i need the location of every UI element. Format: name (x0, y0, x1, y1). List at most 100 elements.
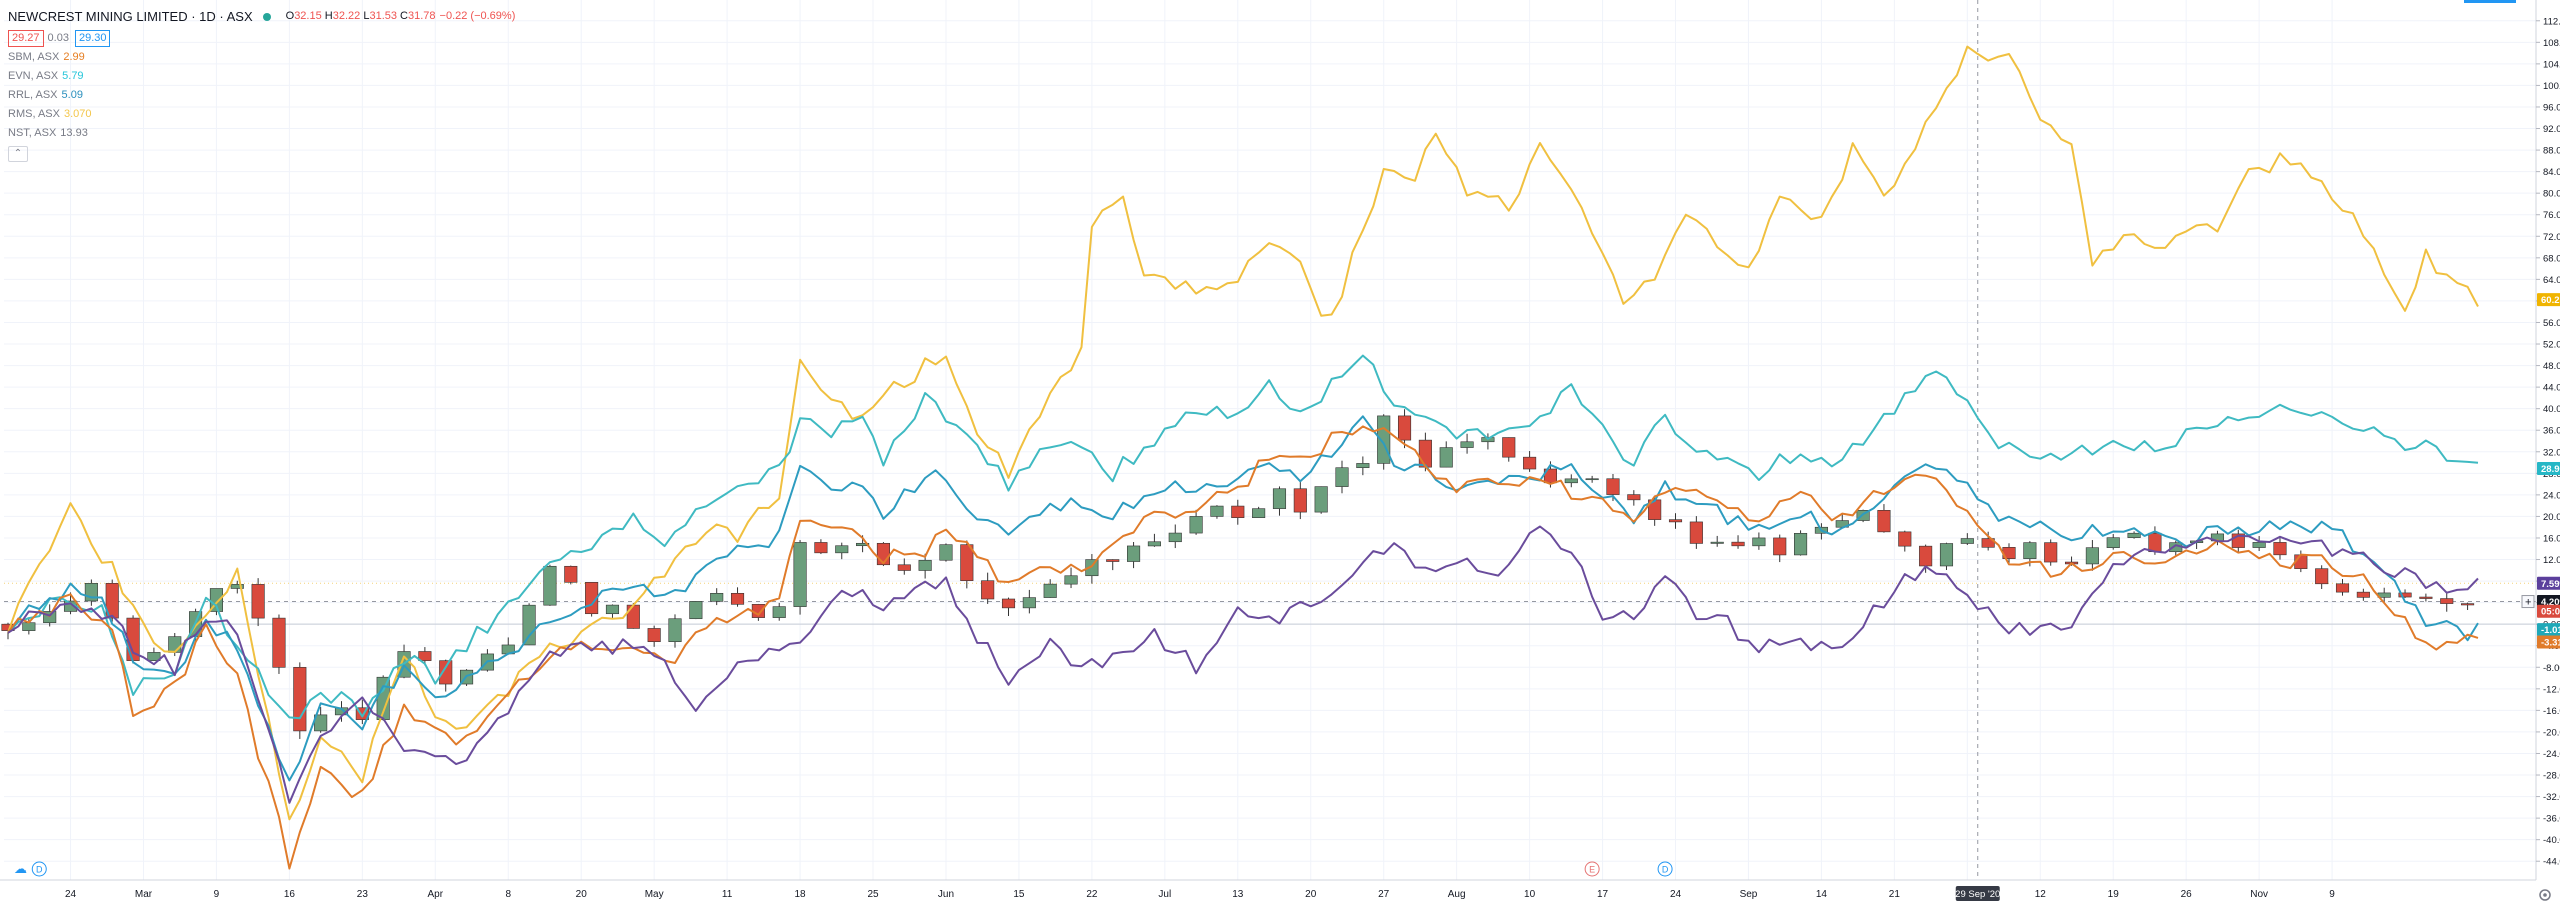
candle (1710, 541, 1724, 544)
y-tick-label: -28.00% (2543, 771, 2560, 782)
candle (2440, 598, 2454, 604)
candle (1189, 516, 1203, 534)
ohlc-c: C31.78 (400, 10, 436, 22)
buy-button[interactable]: 29.30 (74, 30, 111, 47)
y-tick-label: 56.00% (2543, 318, 2560, 329)
y-tick-label: 108.00% (2543, 38, 2560, 49)
candle (1502, 437, 1516, 458)
candle (522, 604, 536, 646)
y-tick-label: -36.00% (2543, 814, 2560, 825)
x-tick-label: 11 (722, 889, 733, 900)
event-marker[interactable] (1584, 861, 1600, 877)
settings-gear-icon[interactable] (2539, 889, 2551, 901)
y-tick-label: 32.00% (2543, 447, 2560, 458)
compare-item[interactable]: NST, ASX 13.93 (8, 124, 515, 143)
price-label-text: 4.20% (2541, 597, 2560, 608)
ohlc-h: H32.22 (324, 10, 361, 22)
series-line-evn[interactable] (7, 354, 2479, 720)
x-tick-label: 9 (2329, 889, 2335, 900)
x-tick-label: 19 (2108, 889, 2120, 900)
candle (1794, 532, 1808, 556)
candle (689, 601, 703, 620)
compare-item[interactable]: EVN, ASX 5.79 (8, 67, 515, 86)
sell-button[interactable]: 29.27 (8, 30, 44, 47)
y-tick-label: 52.00% (2543, 340, 2560, 351)
price-label-badge (2537, 635, 2560, 649)
candle (918, 559, 932, 571)
y-tick-label: 24.00% (2543, 490, 2560, 501)
candle (1627, 494, 1641, 501)
candle (1773, 537, 1787, 556)
candle (1898, 531, 1912, 547)
y-tick-label: -20.00% (2543, 727, 2560, 738)
series-line-nst[interactable] (7, 525, 2479, 804)
x-tick-label: 15 (1013, 889, 1025, 900)
y-tick-label: 100.00% (2543, 81, 2560, 92)
x-tick-label: 24 (1670, 889, 1682, 900)
x-tick-label: 21 (1889, 889, 1901, 900)
candle (1356, 463, 1370, 469)
candle (2273, 542, 2287, 556)
y-tick-label: 12.00% (2543, 555, 2560, 566)
candle (710, 592, 724, 602)
add-alert-icon[interactable] (2521, 595, 2535, 609)
x-tick-label: Jul (1158, 889, 1171, 900)
x-tick-label: 18 (795, 889, 807, 900)
candle (835, 545, 849, 554)
x-tick-label: 12 (2035, 889, 2047, 900)
x-tick-label: 9 (214, 889, 220, 900)
event-marker[interactable] (31, 861, 47, 877)
event-marker-label: D (36, 865, 43, 875)
candle (1981, 538, 1995, 548)
candle (439, 660, 453, 685)
compare-value: 13.93 (60, 127, 88, 139)
logo-icon: ☁ (14, 861, 27, 876)
event-marker[interactable] (1657, 861, 1673, 877)
compare-value: 5.09 (61, 89, 83, 101)
compare-item[interactable]: RMS, ASX 3.070 (8, 105, 515, 124)
candle (1919, 545, 1933, 567)
compare-item[interactable]: SBM, ASX 2.99 (8, 48, 515, 67)
candle (2023, 542, 2037, 560)
compare-item[interactable]: RRL, ASX 5.09 (8, 86, 515, 105)
y-tick-label: -44.00% (2543, 857, 2560, 868)
y-tick-label: 72.00% (2543, 232, 2560, 243)
compare-value: 2.99 (63, 51, 85, 63)
candle (2106, 537, 2120, 548)
candle (564, 565, 578, 583)
series-line-rrl[interactable] (7, 415, 2479, 782)
candle (2398, 592, 2412, 598)
candle (1064, 575, 1078, 585)
symbol-title[interactable]: NEWCREST MINING LIMITED · 1D · ASX (8, 9, 253, 24)
compare-symbol: NST, ASX (8, 127, 57, 139)
candle (1127, 545, 1141, 562)
x-tick-label: 14 (1816, 889, 1828, 900)
candle (605, 604, 620, 615)
price-label-text: 05:02:41 (2541, 607, 2560, 618)
y-tick-label: -40.00% (2543, 835, 2560, 846)
price-label-text: 28.90% (2541, 464, 2560, 475)
candle (814, 542, 828, 554)
candle (543, 565, 557, 606)
y-tick-label: 88.00% (2543, 146, 2560, 157)
candle (1731, 541, 1745, 547)
x-tick-label: 13 (1232, 889, 1244, 900)
y-tick-label: -8.00% (2543, 663, 2560, 674)
y-tick-label: 44.00% (2543, 383, 2560, 394)
collapse-legend-button[interactable]: ⌃ (8, 146, 28, 162)
x-tick-label: Jun (938, 889, 954, 900)
candle (147, 652, 161, 661)
x-tick-label: Apr (428, 889, 444, 900)
candle (168, 636, 182, 653)
candle (1668, 519, 1683, 523)
event-marker-label: D (1662, 865, 1669, 875)
candle (1231, 505, 1245, 518)
candle (230, 584, 244, 589)
ohlc-values: O32.15 H32.22 L31.53 C31.78 (286, 7, 436, 26)
compare-value: 5.79 (62, 70, 84, 82)
series-line-sbm[interactable] (7, 425, 2479, 870)
candle (272, 617, 286, 668)
candle (1460, 441, 1474, 448)
candle (293, 667, 307, 732)
